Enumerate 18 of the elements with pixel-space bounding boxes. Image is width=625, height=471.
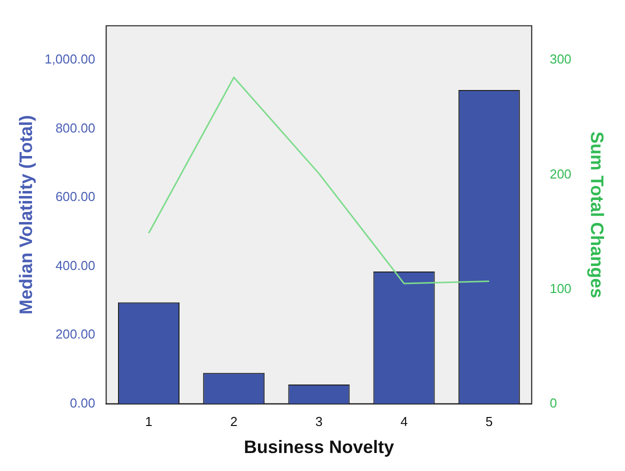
y-tick-label: 1,000.00 bbox=[44, 52, 96, 67]
x-tick-label: 4 bbox=[400, 414, 408, 430]
y-tick-label: 200.00 bbox=[55, 326, 96, 342]
y-tick-label: 400.00 bbox=[55, 258, 96, 273]
y-tick-label: 0.00 bbox=[70, 395, 96, 410]
x-tick-label: 1 bbox=[145, 414, 152, 430]
y-tick-label: 800.00 bbox=[55, 120, 96, 136]
y2-tick-label: 200 bbox=[550, 166, 572, 182]
x-tick-label: 3 bbox=[315, 414, 323, 430]
x-tick-label: 5 bbox=[486, 414, 493, 430]
x-tick-label: 2 bbox=[230, 414, 238, 430]
y2-axis-title: Sum Total Changes bbox=[587, 131, 608, 298]
y2-tick-label: 100 bbox=[550, 280, 572, 296]
y-axis-title: Median Volatility (Total) bbox=[16, 115, 36, 314]
y-tick-label: 600.00 bbox=[55, 189, 96, 204]
x-axis-title: Business Novelty bbox=[244, 437, 394, 458]
y2-tick-label: 300 bbox=[550, 52, 572, 67]
y2-tick-label: 0 bbox=[550, 395, 557, 410]
